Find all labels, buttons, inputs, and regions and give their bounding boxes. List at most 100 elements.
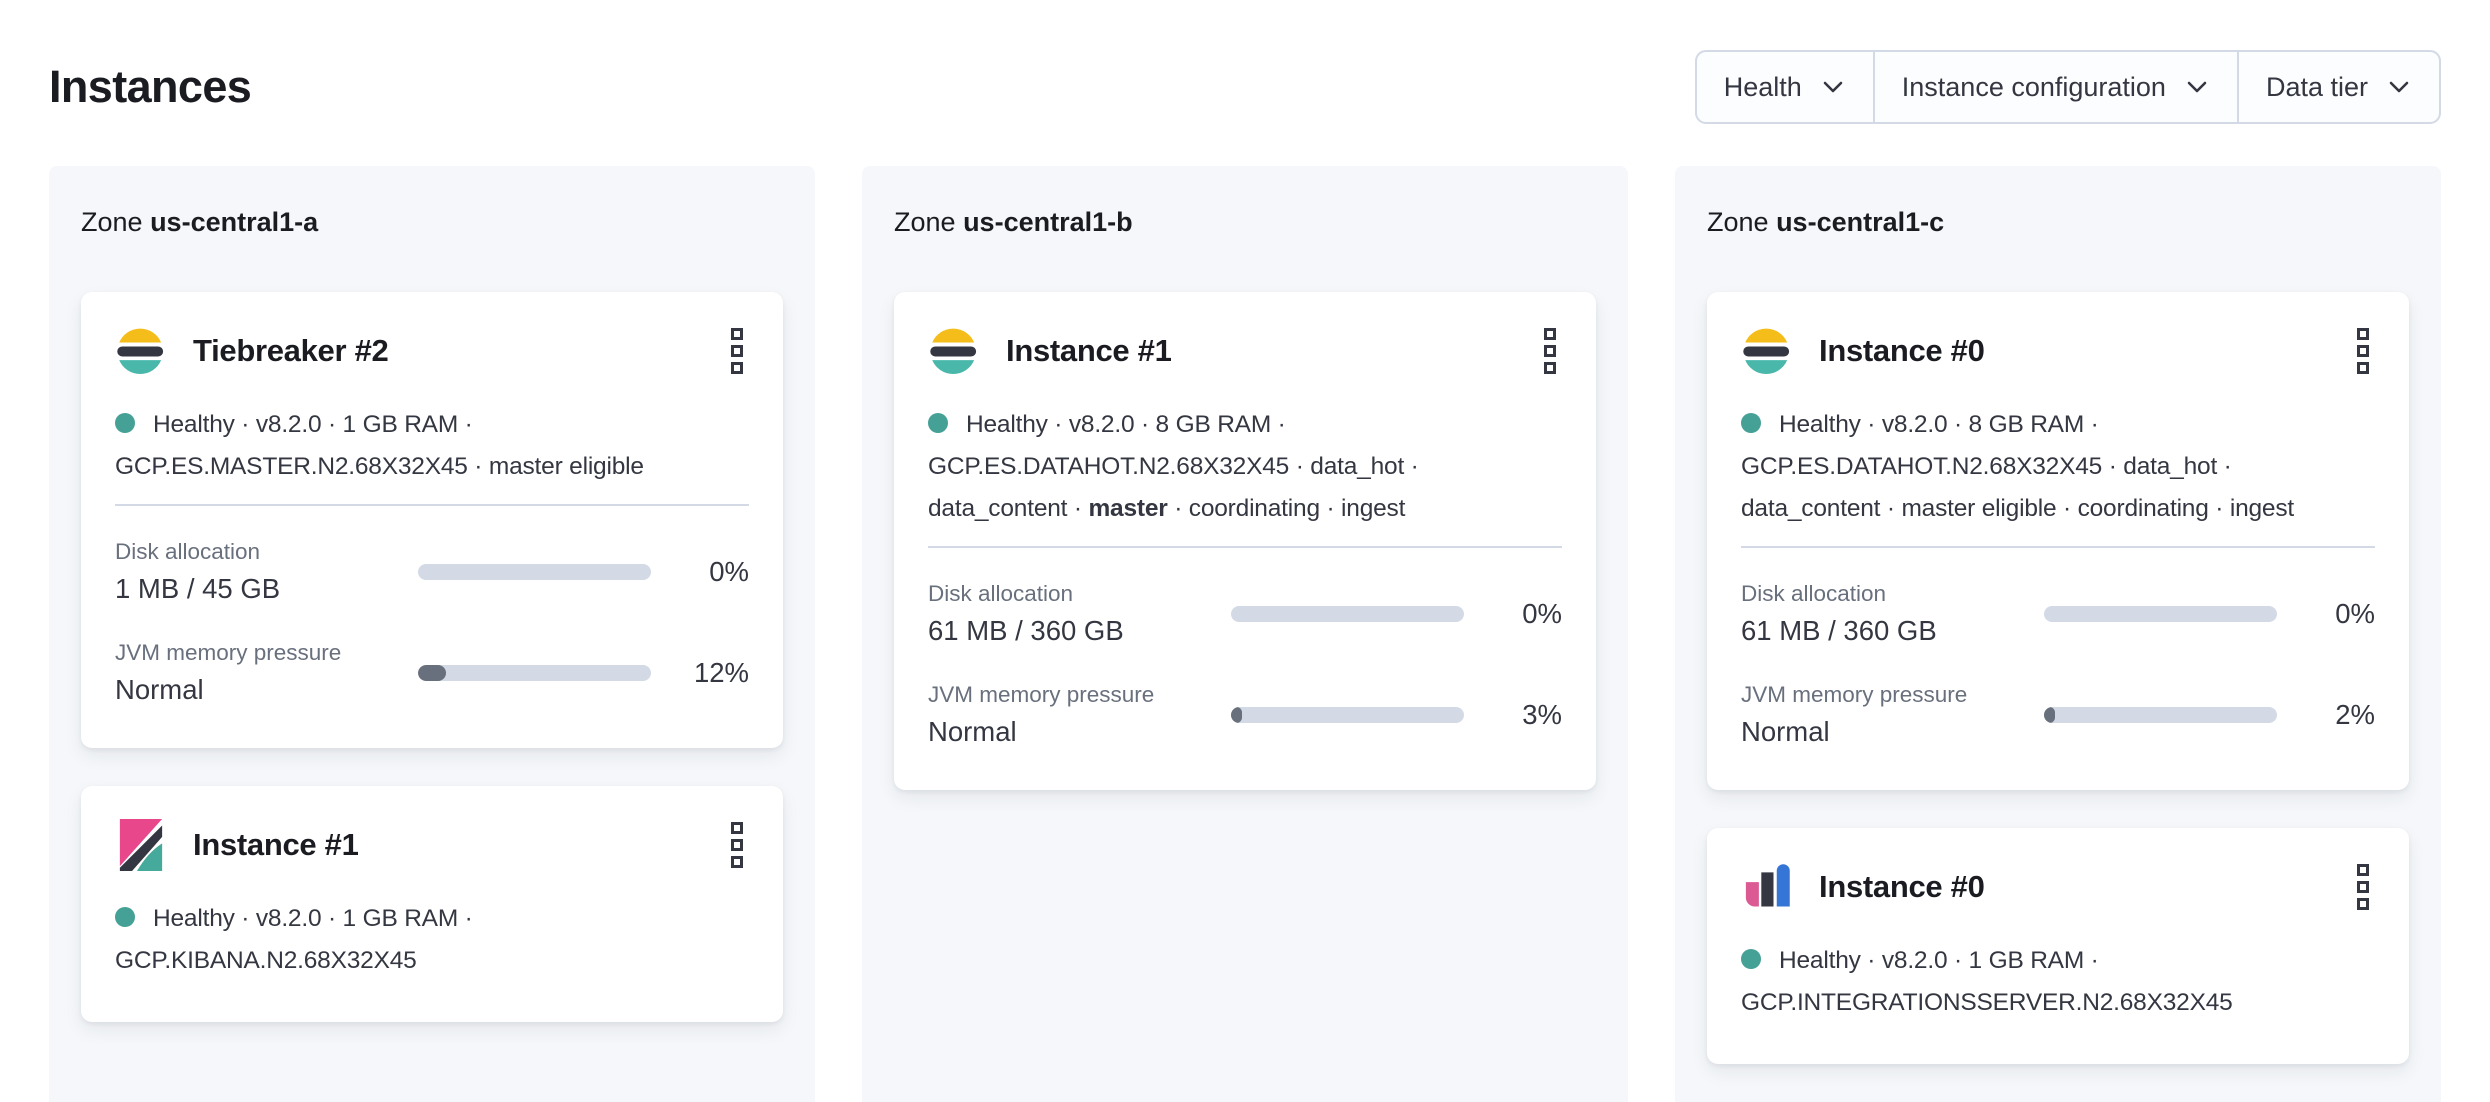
metric-label: Disk allocation xyxy=(1741,581,1887,606)
instance-title: Instance #0 xyxy=(1819,333,1985,368)
divider xyxy=(115,504,749,506)
health-dot-icon xyxy=(1741,413,1761,433)
instance-card: Instance #0 Healthy · v8.2.0 · 8 GB RAM … xyxy=(1707,292,2409,790)
zone-panel-us-central1-c: Zone us-central1-c Instance #0 Healthy ·… xyxy=(1675,166,2441,1102)
instance-card: Tiebreaker #2 Healthy · v8.2.0 · 1 GB RA… xyxy=(81,292,783,748)
metric-value: Normal xyxy=(928,716,1017,747)
instance-card: Instance #1 Healthy · v8.2.0 · 1 GB RAM … xyxy=(81,786,783,1022)
metric-value: Normal xyxy=(1741,716,1830,747)
jvm-pressure-percent: 3% xyxy=(1522,698,1562,730)
metric-label: JVM memory pressure xyxy=(928,682,1155,707)
meta-text: Healthy · v8.2.0 · 1 GB RAM · GCP.INTEGR… xyxy=(1741,947,2233,1016)
chevron-down-icon xyxy=(2187,81,2207,93)
instance-meta: Healthy · v8.2.0 · 1 GB RAM · GCP.ES.MAS… xyxy=(115,404,749,488)
jvm-pressure-bar xyxy=(418,664,651,681)
zones-container: Zone us-central1-a Tiebreaker #2 Healthy… xyxy=(0,166,2490,1102)
kebab-square-icon xyxy=(2357,898,2369,910)
meta-text: Healthy · v8.2.0 · 8 GB RAM · GCP.ES.DAT… xyxy=(928,411,1419,522)
kebab-square-icon xyxy=(1544,328,1556,340)
jvm-pressure-percent: 12% xyxy=(693,656,749,688)
metric-text: Disk allocation 61 MB / 360 GB xyxy=(1741,578,2044,649)
card-header: Tiebreaker #2 xyxy=(115,322,749,380)
card-header: Instance #0 xyxy=(1741,858,2375,916)
metric-text: Disk allocation 61 MB / 360 GB xyxy=(928,578,1231,649)
elasticsearch-logo-icon xyxy=(1741,325,1793,377)
instance-meta: Healthy · v8.2.0 · 8 GB RAM · GCP.ES.DAT… xyxy=(928,404,1562,530)
zone-name: us-central1-b xyxy=(963,207,1133,237)
metric-value: 61 MB / 360 GB xyxy=(1741,615,1937,646)
jvm-pressure-bar xyxy=(1231,706,1464,723)
kebab-square-icon xyxy=(2357,881,2369,893)
disk-allocation-row: Disk allocation 61 MB / 360 GB 0% xyxy=(1741,578,2375,649)
disk-allocation-row: Disk allocation 1 MB / 45 GB 0% xyxy=(115,536,749,607)
metric-text: JVM memory pressure Normal xyxy=(1741,679,2044,750)
disk-usage-bar xyxy=(418,563,651,580)
metric-value: 1 MB / 45 GB xyxy=(115,573,281,604)
metric-text: JVM memory pressure Normal xyxy=(928,679,1231,750)
instance-actions-menu-button[interactable] xyxy=(725,816,749,874)
metric-value: 61 MB / 360 GB xyxy=(928,615,1124,646)
zone-panel-us-central1-a: Zone us-central1-a Tiebreaker #2 Healthy… xyxy=(49,166,815,1102)
kibana-logo-icon xyxy=(115,819,167,871)
elasticsearch-logo-icon xyxy=(115,325,167,377)
meta-text-bold: master xyxy=(1088,495,1168,522)
disk-allocation-row: Disk allocation 61 MB / 360 GB 0% xyxy=(928,578,1562,649)
filter-instance-configuration-button[interactable]: Instance configuration xyxy=(1872,52,2237,122)
instance-meta: Healthy · v8.2.0 · 1 GB RAM · GCP.KIBANA… xyxy=(115,898,749,982)
jvm-pressure-bar-fill xyxy=(418,664,446,681)
chevron-down-icon xyxy=(1823,81,1843,93)
instance-title: Tiebreaker #2 xyxy=(193,333,389,368)
card-header: Instance #1 xyxy=(928,322,1562,380)
disk-usage-percent: 0% xyxy=(2335,597,2375,629)
metric-label: JVM memory pressure xyxy=(1741,682,1968,707)
instance-actions-menu-button[interactable] xyxy=(2351,858,2375,916)
meta-text: Healthy · v8.2.0 · 1 GB RAM · GCP.ES.MAS… xyxy=(115,411,644,480)
meta-text: Healthy · v8.2.0 · 1 GB RAM · GCP.KIBANA… xyxy=(115,905,473,974)
metric-label: Disk allocation xyxy=(928,581,1074,606)
filter-bar: Health Instance configuration Data tier xyxy=(1694,50,2441,124)
zone-label: Zone xyxy=(894,207,956,237)
kebab-square-icon xyxy=(2357,328,2369,340)
filter-data-tier-button[interactable]: Data tier xyxy=(2236,52,2439,122)
instance-actions-menu-button[interactable] xyxy=(2351,322,2375,380)
metric-text: JVM memory pressure Normal xyxy=(115,637,418,708)
health-dot-icon xyxy=(115,907,135,927)
zone-panel-us-central1-b: Zone us-central1-b Instance #1 Healthy ·… xyxy=(862,166,1628,1102)
disk-usage-percent: 0% xyxy=(709,555,749,587)
instance-actions-menu-button[interactable] xyxy=(1538,322,1562,380)
metric-text: Disk allocation 1 MB / 45 GB xyxy=(115,536,418,607)
zone-name: us-central1-c xyxy=(1776,207,1945,237)
kebab-square-icon xyxy=(731,328,743,340)
metric-label: Disk allocation xyxy=(115,539,261,564)
instance-meta: Healthy · v8.2.0 · 8 GB RAM · GCP.ES.DAT… xyxy=(1741,404,2375,530)
jvm-pressure-bar-fill xyxy=(2044,706,2055,723)
integrations-server-logo-icon xyxy=(1741,861,1793,913)
zone-title: Zone us-central1-c xyxy=(1707,207,2409,238)
divider xyxy=(1741,546,2375,548)
zone-label: Zone xyxy=(1707,207,1769,237)
page-title: Instances xyxy=(49,61,252,112)
jvm-pressure-bar-fill xyxy=(1231,706,1242,723)
health-dot-icon xyxy=(1741,949,1761,969)
filter-health-button[interactable]: Health xyxy=(1697,52,1873,122)
instance-actions-menu-button[interactable] xyxy=(725,322,749,380)
kebab-square-icon xyxy=(731,856,743,868)
kebab-square-icon xyxy=(731,822,743,834)
filter-label: Instance configuration xyxy=(1901,71,2166,102)
kebab-square-icon xyxy=(731,345,743,357)
meta-text: Healthy · v8.2.0 · 8 GB RAM · GCP.ES.DAT… xyxy=(1741,411,2295,522)
zone-title: Zone us-central1-b xyxy=(894,207,1596,238)
kebab-square-icon xyxy=(1544,362,1556,374)
elasticsearch-logo-icon xyxy=(928,325,980,377)
kebab-square-icon xyxy=(1544,345,1556,357)
divider xyxy=(928,546,1562,548)
zone-title: Zone us-central1-a xyxy=(81,207,783,238)
metric-label: JVM memory pressure xyxy=(115,640,342,665)
page-header: Instances Health Instance configuration … xyxy=(0,0,2490,124)
instance-card: Instance #1 Healthy · v8.2.0 · 8 GB RAM … xyxy=(894,292,1596,790)
disk-usage-percent: 0% xyxy=(1522,597,1562,629)
jvm-memory-row: JVM memory pressure Normal 2% xyxy=(1741,679,2375,750)
filter-label: Data tier xyxy=(2265,71,2368,102)
jvm-pressure-percent: 2% xyxy=(2335,698,2375,730)
zone-name: us-central1-a xyxy=(150,207,319,237)
